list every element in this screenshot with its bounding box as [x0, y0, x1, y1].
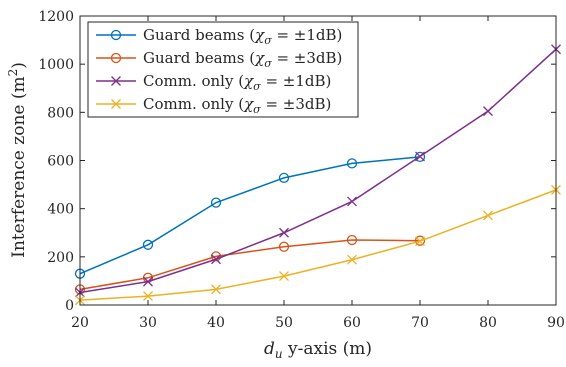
y-tick-label: 800	[47, 105, 74, 121]
data-point	[414, 235, 426, 246]
legend-swatch-marker	[111, 76, 121, 86]
data-point	[483, 210, 493, 221]
legend-box	[87, 21, 359, 118]
series-1	[74, 151, 426, 279]
x-tick-label: 40	[207, 315, 225, 331]
legend-swatch-marker	[110, 52, 122, 64]
y-axis-label: Interference zone (m2)	[6, 62, 29, 258]
legend-label: Guard beams (χσ = ±3dB)	[143, 49, 342, 70]
legend-entry: Comm. only (χσ = ±3dB)	[96, 95, 331, 116]
data-point	[143, 291, 153, 302]
x-tick-label: 90	[547, 315, 565, 331]
x-tick-label: 60	[343, 315, 361, 331]
data-point	[278, 241, 290, 252]
legend-label: Guard beams (χσ = ±1dB)	[143, 26, 342, 47]
data-point	[346, 158, 358, 169]
y-tick-label: 0	[65, 298, 74, 314]
legend-entry: Guard beams (χσ = ±1dB)	[96, 26, 342, 47]
data-point	[415, 151, 425, 162]
x-tick-label: 50	[275, 315, 293, 331]
data-point	[210, 251, 222, 262]
data-point	[278, 172, 290, 183]
y-tick-label: 1000	[38, 57, 74, 73]
legend: Guard beams (χσ = ±1dB)Guard beams (χσ =…	[87, 21, 359, 118]
data-point	[279, 271, 289, 282]
y-tick-label: 1200	[38, 9, 74, 25]
x-tick-label: 70	[411, 315, 429, 331]
series-line	[79, 239, 421, 291]
data-point	[211, 254, 221, 265]
data-point	[346, 234, 358, 246]
legend-swatch-marker	[110, 29, 122, 41]
data-point	[143, 276, 153, 287]
x-axis-label: du y-axis (m)	[264, 339, 372, 361]
x-tick-label: 30	[139, 315, 157, 331]
legend-swatch-marker	[111, 99, 121, 109]
data-point	[142, 239, 154, 250]
y-tick-label: 400	[47, 202, 74, 218]
data-point	[211, 284, 221, 295]
x-tick-label: 20	[71, 315, 89, 331]
data-point	[414, 151, 426, 163]
data-point	[279, 227, 289, 238]
data-point	[347, 254, 357, 265]
series-line	[79, 48, 557, 294]
legend-entry: Guard beams (χσ = ±3dB)	[96, 49, 342, 70]
data-point	[347, 196, 357, 207]
series-line	[79, 189, 557, 301]
ticks-layer: 20 30 40 50 60 70 80 90 0 200 400 600 800 1000 1200	[38, 9, 565, 331]
series-line	[79, 156, 421, 275]
legend-entry: Comm. only (χσ = ±1dB)	[96, 72, 331, 93]
y-tick-label: 600	[47, 154, 74, 170]
y-tick-label: 200	[47, 250, 74, 266]
data-point	[415, 236, 425, 247]
series-3	[75, 44, 561, 298]
x-tick-label: 80	[479, 315, 497, 331]
data-point	[483, 106, 493, 117]
data-point	[210, 197, 222, 208]
legend-label: Comm. only (χσ = ±1dB)	[143, 72, 331, 93]
legend-label: Comm. only (χσ = ±3dB)	[143, 95, 331, 116]
